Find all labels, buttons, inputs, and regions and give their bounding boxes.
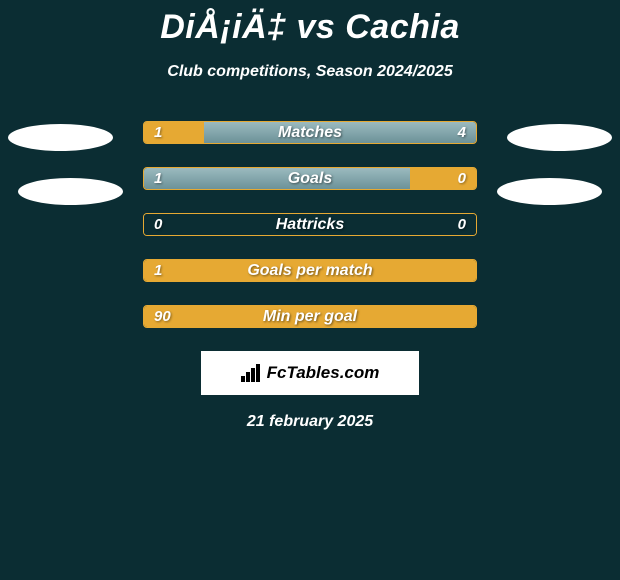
stat-bar-goals-per-match: 1 Goals per match: [143, 259, 477, 282]
stat-right-value: 0: [458, 168, 466, 189]
stat-label: Goals per match: [144, 260, 476, 281]
player2-chip-2: [497, 178, 602, 205]
stat-bar-hattricks: 0 Hattricks 0: [143, 213, 477, 236]
stat-right-value: 0: [458, 214, 466, 235]
bar-chart-icon: [241, 364, 263, 382]
player2-chip-1: [507, 124, 612, 151]
logo-box[interactable]: FcTables.com: [201, 351, 419, 395]
stat-label: Matches: [144, 122, 476, 143]
subtitle: Club competitions, Season 2024/2025: [0, 63, 620, 81]
comparison-card: DiÅ¡iÄ‡ vs Cachia Club competitions, Sea…: [0, 0, 620, 431]
stat-bar-matches: 1 Matches 4: [143, 121, 477, 144]
logo-text: FcTables.com: [267, 363, 380, 383]
stats-bars: 1 Matches 4 1 Goals 0 0 Hattricks 0 1 Go…: [143, 121, 477, 328]
footer-date: 21 february 2025: [0, 413, 620, 431]
player1-chip-2: [18, 178, 123, 205]
page-title: DiÅ¡iÄ‡ vs Cachia: [0, 8, 620, 47]
stat-bar-min-per-goal: 90 Min per goal: [143, 305, 477, 328]
stat-label: Min per goal: [144, 306, 476, 327]
stat-bar-goals: 1 Goals 0: [143, 167, 477, 190]
logo: FcTables.com: [241, 363, 380, 383]
player1-chip-1: [8, 124, 113, 151]
stat-label: Goals: [144, 168, 476, 189]
stat-right-value: 4: [458, 122, 466, 143]
stat-label: Hattricks: [144, 214, 476, 235]
